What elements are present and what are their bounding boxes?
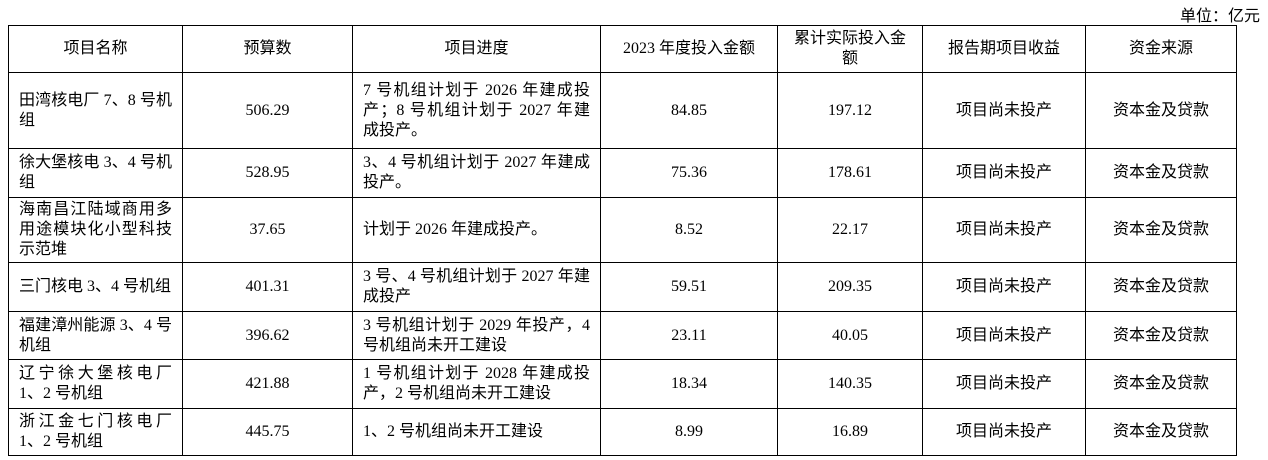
column-header: 项目进度: [352, 25, 601, 73]
table-row: 浙江金七门核电厂 1、2 号机组 445.75 1、2 号机组尚未开工建设 8.99 1…: [8, 408, 1237, 456]
table-row: 徐大堡核电 3、4 号机组 528.95 3、4 号机组计划于 2027 年建成投产…: [8, 148, 1237, 198]
table-cell: 海南昌江陆域商用多用途模块化小型科技示范堆: [8, 197, 183, 263]
table-cell: 资本金及贷款: [1085, 72, 1237, 149]
table-cell: 3 号、4 号机组计划于 2027 年建成投产: [352, 262, 601, 312]
table-cell: 项目尚未投产: [922, 408, 1086, 456]
table-cell: 445.75: [182, 408, 353, 456]
table-cell: 资本金及贷款: [1085, 359, 1237, 409]
table-cell: 75.36: [600, 148, 778, 198]
table-cell: 资本金及贷款: [1085, 197, 1237, 263]
table-cell: 396.62: [182, 311, 353, 360]
table-cell: 1、2 号机组尚未开工建设: [352, 408, 601, 456]
table-row: 田湾核电厂 7、8 号机组 506.29 7 号机组计划于 2026 年建成投产；8…: [8, 72, 1237, 149]
table-cell: 18.34: [600, 359, 778, 409]
table-cell: 37.65: [182, 197, 353, 263]
table-cell: 197.12: [777, 72, 923, 149]
table-cell: 三门核电 3、4 号机组: [8, 262, 183, 312]
table-cell: 209.35: [777, 262, 923, 312]
table-row: 三门核电 3、4 号机组 401.31 3 号、4 号机组计划于 2027 年建成投…: [8, 262, 1237, 312]
table-cell: 3 号机组计划于 2029 年投产，4 号机组尚未开工建设: [352, 311, 601, 360]
table-cell: 辽宁徐大堡核电厂 1、2 号机组: [8, 359, 183, 409]
table-cell: 59.51: [600, 262, 778, 312]
table-cell: 资本金及贷款: [1085, 311, 1237, 360]
column-header: 项目名称: [8, 25, 183, 73]
table-cell: 资本金及贷款: [1085, 262, 1237, 312]
table-cell: 8.99: [600, 408, 778, 456]
table-cell: 23.11: [600, 311, 778, 360]
table-head: 项目名称 预算数 项目进度 2023 年度投入金额 累计实际投入金额 报告期项目收益 资金来…: [8, 25, 1237, 73]
table-row: 福建漳州能源 3、4 号机组 396.62 3 号机组计划于 2029 年投产，4 …: [8, 311, 1237, 360]
table-cell: 40.05: [777, 311, 923, 360]
table-cell: 资本金及贷款: [1085, 408, 1237, 456]
table-cell: 401.31: [182, 262, 353, 312]
table-cell: 资本金及贷款: [1085, 148, 1237, 198]
column-header: 预算数: [182, 25, 353, 73]
data-table: 项目名称 预算数 项目进度 2023 年度投入金额 累计实际投入金额 报告期项目收益 资金来…: [8, 25, 1237, 456]
table-row: 海南昌江陆域商用多用途模块化小型科技示范堆 37.65 计划于 2026 年建成投产…: [8, 197, 1237, 263]
table-cell: 项目尚未投产: [922, 72, 1086, 149]
table-cell: 16.89: [777, 408, 923, 456]
table-cell: 3、4 号机组计划于 2027 年建成投产。: [352, 148, 601, 198]
table-cell: 528.95: [182, 148, 353, 198]
table-cell: 田湾核电厂 7、8 号机组: [8, 72, 183, 149]
column-header: 资金来源: [1085, 25, 1237, 73]
table-cell: 项目尚未投产: [922, 359, 1086, 409]
table-cell: 福建漳州能源 3、4 号机组: [8, 311, 183, 360]
table-cell: 421.88: [182, 359, 353, 409]
table-cell: 7 号机组计划于 2026 年建成投产；8 号机组计划于 2027 年建成投产。: [352, 72, 601, 149]
header-row: 项目名称 预算数 项目进度 2023 年度投入金额 累计实际投入金额 报告期项目收益 资金来…: [8, 25, 1237, 73]
table-cell: 178.61: [777, 148, 923, 198]
table-cell: 506.29: [182, 72, 353, 149]
table-cell: 浙江金七门核电厂 1、2 号机组: [8, 408, 183, 456]
table-cell: 84.85: [600, 72, 778, 149]
table-cell: 项目尚未投产: [922, 311, 1086, 360]
table-cell: 计划于 2026 年建成投产。: [352, 197, 601, 263]
table-cell: 项目尚未投产: [922, 148, 1086, 198]
table-cell: 徐大堡核电 3、4 号机组: [8, 148, 183, 198]
table-cell: 项目尚未投产: [922, 262, 1086, 312]
table-cell: 项目尚未投产: [922, 197, 1086, 263]
column-header: 2023 年度投入金额: [600, 25, 778, 73]
table-row: 辽宁徐大堡核电厂 1、2 号机组 421.88 1 号机组计划于 2028 年建成投…: [8, 359, 1237, 409]
column-header: 报告期项目收益: [922, 25, 1086, 73]
column-header: 累计实际投入金额: [777, 25, 923, 73]
table-cell: 1 号机组计划于 2028 年建成投产，2 号机组尚未开工建设: [352, 359, 601, 409]
table-cell: 8.52: [600, 197, 778, 263]
table-cell: 140.35: [777, 359, 923, 409]
table-cell: 22.17: [777, 197, 923, 263]
unit-label: 单位：亿元: [1179, 8, 1260, 25]
table-body: 田湾核电厂 7、8 号机组 506.29 7 号机组计划于 2026 年建成投产；8…: [8, 72, 1237, 456]
